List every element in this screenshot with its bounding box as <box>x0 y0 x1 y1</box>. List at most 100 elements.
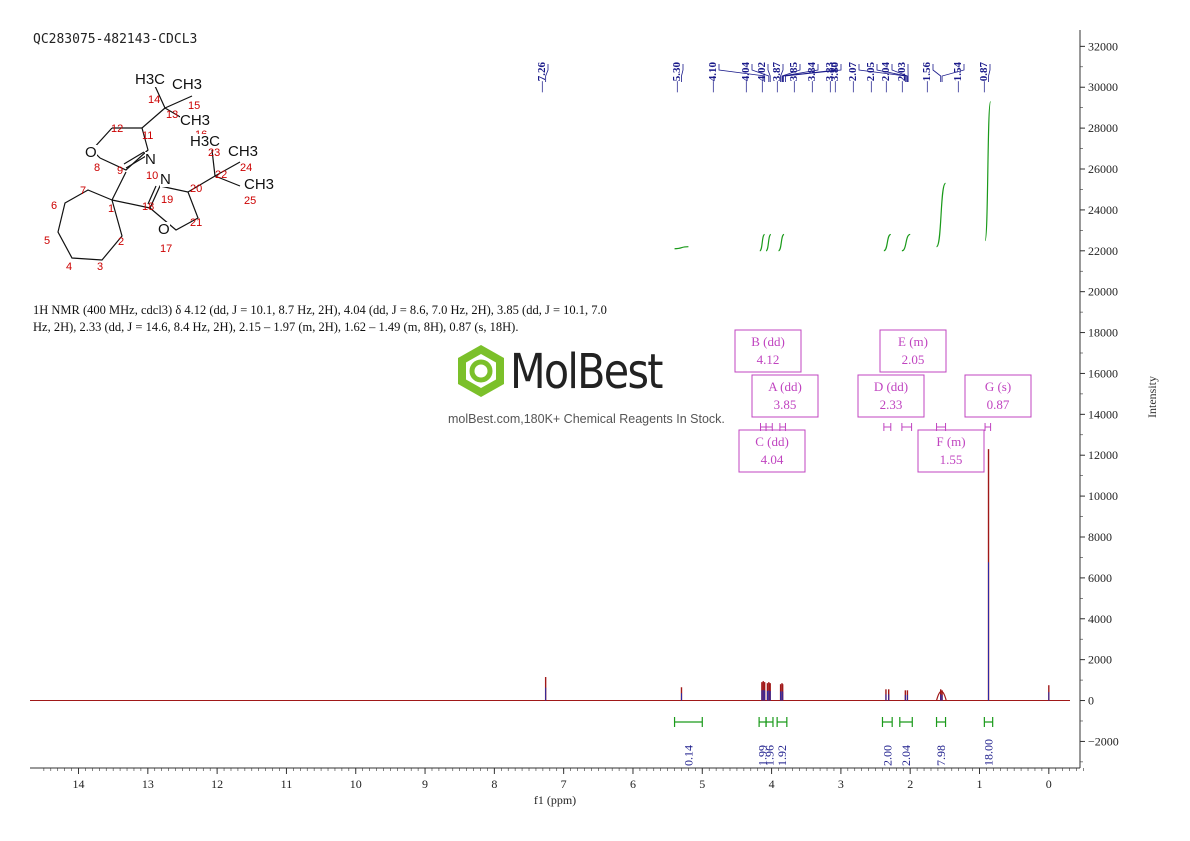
peak-label: —4.04 <box>740 62 752 94</box>
atom-index-label: 21 <box>190 217 203 229</box>
y-tick-label: 18000 <box>1088 326 1118 340</box>
peak-label: —1.54 <box>952 62 964 94</box>
y-tick-label: 26000 <box>1088 162 1118 176</box>
y-tick-label: 30000 <box>1088 80 1118 94</box>
x-tick-label: 10 <box>350 777 362 791</box>
atom-index-label: 22 <box>215 169 228 181</box>
peak-connector <box>891 64 908 82</box>
multiplet-shift: 2.33 <box>880 397 903 412</box>
multiplet-box <box>917 429 985 473</box>
x-tick-label: 11 <box>281 777 293 791</box>
x-tick-label: 4 <box>769 777 775 791</box>
atom-index-label: 14 <box>148 94 161 106</box>
x-tick-label: 13 <box>142 777 154 791</box>
atom-index-label: 3 <box>97 261 104 273</box>
y-tick-label: 24000 <box>1088 203 1118 217</box>
atom-index-label: 2 <box>118 236 125 248</box>
atom-symbol-label: CH3 <box>244 176 275 193</box>
atom-symbol-label: N <box>145 151 156 168</box>
atom-index-label: 12 <box>111 123 124 135</box>
integral-bar <box>758 717 767 727</box>
multiplet-shift: 1.55 <box>940 452 963 467</box>
x-tick-label: 8 <box>491 777 497 791</box>
atom-index-label: 18 <box>142 201 155 213</box>
multiplet-annotations: B (dd) 4.12 E (m) 2.05 A (dd) 3.85 D (dd) 2.33 G… <box>734 329 1032 473</box>
y-tick-label: 4000 <box>1088 612 1112 626</box>
integral-value: 1.92 <box>775 745 789 766</box>
multiplet-range <box>883 423 892 431</box>
molecule-structure <box>57 85 241 261</box>
multiplet-range <box>779 423 786 431</box>
atom-index-label: 1 <box>108 203 115 215</box>
integral-curve <box>674 246 689 250</box>
peak-label: —3.85 <box>788 62 800 94</box>
x-tick-label: 2 <box>907 777 913 791</box>
peak-label: —1.56 <box>921 62 933 94</box>
y-tick-label: 2000 <box>1088 653 1112 667</box>
y-tick-label: 12000 <box>1088 448 1118 462</box>
peak-label: —2.04 <box>880 62 892 94</box>
atom-index-label: 24 <box>240 162 253 174</box>
integral-value: 0.14 <box>681 745 695 766</box>
y-tick-label: 8000 <box>1088 530 1112 544</box>
peak-connector <box>781 64 801 82</box>
atom-index-label: 11 <box>142 130 154 142</box>
bond <box>154 85 193 119</box>
peak-label: —2.03 <box>896 62 908 94</box>
y-tick-label: 6000 <box>1088 571 1112 585</box>
y-tick-label: 14000 <box>1088 407 1118 421</box>
bond <box>187 175 216 193</box>
x-tick-label: 6 <box>630 777 636 791</box>
integral-bars: 0.14 1.991.961.92 2.00 2.04 7.98 18.00 <box>673 717 996 766</box>
multiplet-label: A (dd) <box>768 379 802 394</box>
axes: 14 13 12 11 10 9 8 7 6 5 4 3 2 1 0f1 (ppm)−20000200040… <box>30 30 1159 807</box>
peak-connector <box>988 64 991 82</box>
y-tick-label: 10000 <box>1088 489 1118 503</box>
peak-connector <box>780 64 784 82</box>
peak-label: —3.83 <box>824 62 836 94</box>
y-tick-label: −2000 <box>1088 734 1119 748</box>
multiplet-box <box>734 329 802 373</box>
atom-symbol-label: H3C <box>135 71 166 88</box>
multiplet-box <box>751 374 819 418</box>
integral-bar <box>881 717 893 727</box>
nmr-description: 1H NMR (400 MHz, cdcl3) δ 4.12 (dd, J = … <box>33 303 607 334</box>
atom-index-label: 10 <box>146 170 159 182</box>
atom-index-label: 25 <box>244 195 257 207</box>
multiplet-shift: 2.05 <box>902 352 925 367</box>
y-tick-label: 0 <box>1088 694 1094 708</box>
peak-labels: —7.26 —5.30 —4.10 —4.04 —4.02 —3.87 —3.85 —3.84… <box>536 62 991 94</box>
y-tick-label: 20000 <box>1088 285 1118 299</box>
integral-curve <box>778 233 785 252</box>
integral-curve <box>901 233 911 252</box>
atom-index-label: 15 <box>188 100 201 112</box>
peak-connector <box>545 64 549 82</box>
peak-label: —3.84 <box>806 62 818 94</box>
integral-bar <box>983 717 994 727</box>
atom-symbol-label: CH3 <box>172 76 203 93</box>
integral-curve <box>935 182 947 248</box>
integral-value: 1.99 <box>756 745 770 766</box>
peak-label: —0.87 <box>978 62 990 94</box>
multiplet-label: B (dd) <box>751 334 785 349</box>
peak-connector <box>767 64 771 82</box>
integral-curves <box>674 100 992 252</box>
bond <box>57 189 123 261</box>
y-axis-label: Intensity <box>1145 376 1159 418</box>
multiplet-range <box>936 423 947 431</box>
multiplet-shift: 4.04 <box>761 452 784 467</box>
peak-label: —2.07 <box>847 62 859 94</box>
peak-label: —4.10 <box>707 62 719 94</box>
peak-label: —3.87 <box>771 62 783 94</box>
y-tick-label: 16000 <box>1088 366 1118 380</box>
peak-connector <box>681 64 684 82</box>
x-tick-label: 9 <box>422 777 428 791</box>
peak-connector <box>941 64 965 82</box>
peak-label: —3.80 <box>829 62 841 94</box>
atom-symbol-label: O <box>85 144 97 161</box>
peak-connector <box>932 64 942 82</box>
multiplet-label: E (m) <box>898 334 928 349</box>
integral-curve <box>765 233 772 252</box>
peak-label: —7.26 <box>536 62 548 94</box>
atom-index-label: 13 <box>166 109 179 121</box>
